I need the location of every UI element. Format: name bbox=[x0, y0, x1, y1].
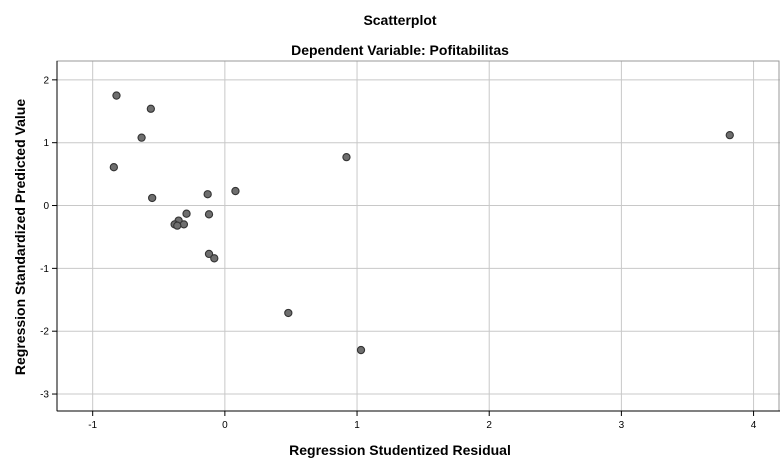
y-tick-label: -2 bbox=[40, 327, 49, 338]
scatter-point bbox=[179, 220, 189, 229]
x-tick-label: -1 bbox=[88, 420, 97, 431]
y-axis-label: Regression Standardized Predicted Value bbox=[12, 99, 28, 375]
scatter-point bbox=[204, 210, 214, 219]
scatter-point bbox=[173, 221, 182, 230]
scatter-point bbox=[210, 254, 219, 263]
scatter-point bbox=[112, 91, 121, 100]
x-tick-labels: -1 0 1 2 3 4 bbox=[88, 411, 757, 431]
y-tick-label: -1 bbox=[40, 264, 49, 275]
y-tick-label: 2 bbox=[43, 75, 49, 86]
scatter-point bbox=[203, 190, 212, 199]
scatter-point bbox=[356, 345, 366, 355]
chart-title: Scatterplot bbox=[363, 12, 436, 28]
y-tick-label: -3 bbox=[40, 390, 49, 401]
scatter-point bbox=[109, 163, 118, 172]
scatter-point bbox=[137, 133, 146, 142]
gridlines bbox=[57, 61, 780, 411]
scatter-point bbox=[231, 186, 240, 196]
scatter-point bbox=[725, 130, 734, 140]
axes bbox=[56, 61, 780, 412]
scatter-point bbox=[182, 209, 191, 218]
y-tick-label: 1 bbox=[43, 138, 49, 149]
scatter-point bbox=[146, 104, 155, 113]
y-tick-labels: -3 -2 -1 0 1 2 bbox=[40, 75, 57, 401]
scatter-point bbox=[342, 152, 351, 162]
x-axis-label: Regression Studentized Residual bbox=[289, 442, 511, 458]
scatter-point bbox=[148, 193, 157, 203]
y-tick-label: 0 bbox=[43, 201, 49, 212]
x-tick-label: 4 bbox=[751, 420, 757, 431]
x-tick-label: 3 bbox=[619, 420, 625, 431]
chart-subtitle: Dependent Variable: Pofitabilitas bbox=[291, 42, 509, 58]
plot-area-frame bbox=[56, 60, 780, 412]
data-points bbox=[109, 91, 734, 355]
x-tick-label: 0 bbox=[222, 420, 228, 431]
x-tick-label: 1 bbox=[354, 420, 360, 431]
scatter-point bbox=[204, 249, 214, 259]
scatter-point bbox=[284, 308, 293, 318]
x-tick-label: 2 bbox=[486, 420, 492, 431]
